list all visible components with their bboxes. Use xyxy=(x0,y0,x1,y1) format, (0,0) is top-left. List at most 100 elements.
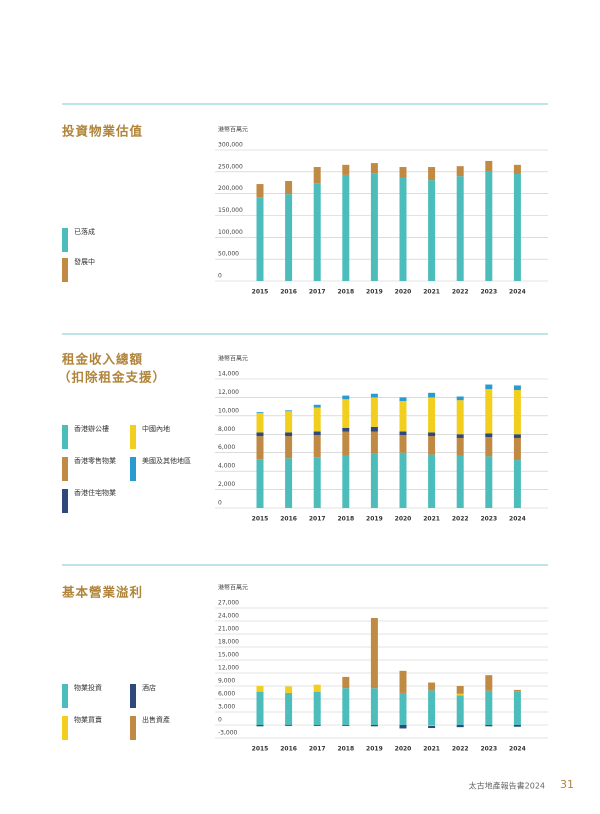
bar-segment xyxy=(313,167,321,184)
bar-segment xyxy=(285,181,293,195)
bar-segment xyxy=(285,458,293,508)
y-tick-label: 9,000 xyxy=(218,678,235,685)
x-tick-label: 2022 xyxy=(452,746,469,753)
x-tick-label: 2024 xyxy=(509,746,526,753)
y-tick-label: 12,000 xyxy=(218,389,239,396)
bar-segment xyxy=(513,385,521,391)
bar-segment xyxy=(313,691,321,725)
legend-label: 發展中 xyxy=(74,257,95,266)
x-tick-label: 2017 xyxy=(309,746,326,753)
bar-segment xyxy=(313,435,321,458)
bar-segment xyxy=(513,434,521,438)
bar-segment xyxy=(313,407,321,432)
bar-segment xyxy=(342,164,350,175)
bar-segment xyxy=(399,177,407,281)
bar-segment xyxy=(313,404,321,408)
y-tick-label: 0 xyxy=(218,717,222,724)
legend-label: 物業買賣 xyxy=(74,715,102,724)
bar-segment xyxy=(428,725,436,726)
bar-segment xyxy=(285,432,293,437)
legend-label: 已落成 xyxy=(74,227,95,236)
y-tick-label: 200,000 xyxy=(218,185,243,192)
bar-segment xyxy=(456,693,464,696)
bar-segment xyxy=(513,691,521,725)
bar-segment xyxy=(313,725,321,726)
y-tick-label: 100,000 xyxy=(218,229,243,236)
legend-swatch xyxy=(62,716,68,740)
bar-segment xyxy=(370,426,378,432)
legend-swatch xyxy=(130,425,136,449)
legend-swatch xyxy=(130,457,136,481)
x-tick-label: 2018 xyxy=(337,289,354,296)
bar-segment xyxy=(256,691,264,725)
bar-segment xyxy=(428,397,436,433)
x-tick-label: 2024 xyxy=(509,516,526,523)
y-tick-label: 21,000 xyxy=(218,626,239,633)
y-tick-label: 15,000 xyxy=(218,652,239,659)
bar-segment xyxy=(513,689,521,692)
x-tick-label: 2019 xyxy=(366,289,383,296)
bar-segment xyxy=(313,457,321,508)
bar-segment xyxy=(342,688,350,725)
bar-segment xyxy=(456,686,464,694)
legend-label: 中國內地 xyxy=(142,424,170,433)
legend-label: 美國及其他地區 xyxy=(142,456,191,465)
y-tick-label: 3,000 xyxy=(218,704,235,711)
y-tick-label: 4,000 xyxy=(218,463,235,470)
bar-segment xyxy=(342,431,350,456)
legend-swatch xyxy=(62,258,68,282)
bar-segment xyxy=(485,433,493,438)
bar-segment xyxy=(399,435,407,453)
bar-segment xyxy=(285,686,293,693)
bar-segment xyxy=(370,431,378,454)
x-tick-label: 2019 xyxy=(366,746,383,753)
y-tick-label: 250,000 xyxy=(218,163,243,170)
legend-label: 香港住宅物業 xyxy=(74,488,116,497)
x-tick-label: 2020 xyxy=(395,289,412,296)
bar-segment xyxy=(399,725,407,729)
chart-title: 租金收入總額 xyxy=(62,352,143,367)
chart-subtitle: （扣除租金支援） xyxy=(58,370,166,385)
bar-segment xyxy=(370,617,378,689)
bar-segment xyxy=(456,166,464,177)
bar-segment xyxy=(313,431,321,436)
bar-segment xyxy=(370,453,378,508)
bar-segment xyxy=(428,432,436,437)
y-tick-label: 10,000 xyxy=(218,407,239,414)
y-tick-label: 12,000 xyxy=(218,665,239,672)
bar-segment xyxy=(399,670,407,693)
bar-segment xyxy=(399,401,407,432)
legend-label: 香港辦公樓 xyxy=(74,424,109,433)
bar-segment xyxy=(342,174,350,281)
y-tick-label: 50,000 xyxy=(218,251,239,258)
x-tick-label: 2023 xyxy=(480,289,497,296)
x-tick-label: 2021 xyxy=(423,289,440,296)
bar-segment xyxy=(428,690,436,725)
bar-segment xyxy=(485,384,493,390)
bar-segment xyxy=(342,725,350,726)
y-tick-label: 24,000 xyxy=(218,613,239,620)
x-tick-label: 2022 xyxy=(452,516,469,523)
legend-swatch xyxy=(130,716,136,740)
bar-segment xyxy=(285,436,293,459)
bar-segment xyxy=(485,160,493,172)
bar-segment xyxy=(456,695,464,725)
x-tick-label: 2015 xyxy=(252,289,269,296)
bar-segment xyxy=(456,400,464,435)
bar-segment xyxy=(456,434,464,438)
bar-segment xyxy=(485,171,493,281)
x-tick-label: 2017 xyxy=(309,516,326,523)
bar-segment xyxy=(399,692,407,725)
bar-segment xyxy=(428,725,436,729)
unit-label: 港幣百萬元 xyxy=(218,584,248,592)
x-tick-label: 2016 xyxy=(280,289,297,296)
bar-segment xyxy=(485,456,493,508)
y-tick-label: 8,000 xyxy=(218,426,235,433)
bar-segment xyxy=(285,411,293,433)
bar-segment xyxy=(513,460,521,508)
bar-segment xyxy=(256,459,264,508)
bar-segment xyxy=(256,432,264,437)
legend-swatch xyxy=(130,684,136,708)
bar-segment xyxy=(370,393,378,398)
bar-segment xyxy=(342,427,350,432)
